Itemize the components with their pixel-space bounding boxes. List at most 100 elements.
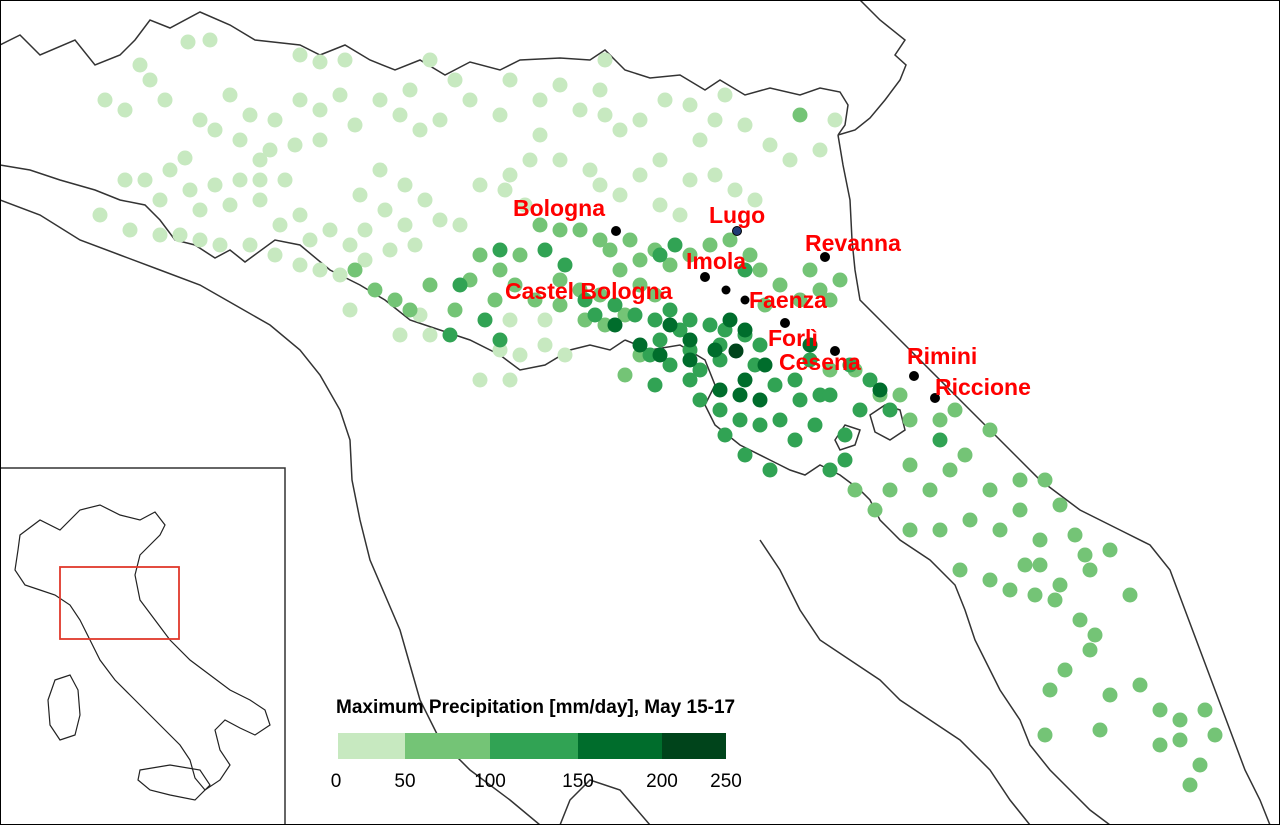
station-point bbox=[557, 257, 573, 273]
station-point bbox=[882, 402, 898, 418]
inset-map bbox=[0, 467, 286, 825]
station-point bbox=[267, 112, 283, 128]
station-point bbox=[1017, 557, 1033, 573]
station-point bbox=[377, 202, 393, 218]
station-point bbox=[822, 387, 838, 403]
station-point bbox=[352, 187, 368, 203]
station-point bbox=[712, 402, 728, 418]
station-point bbox=[92, 207, 108, 223]
station-point bbox=[192, 112, 208, 128]
station-point bbox=[447, 72, 463, 88]
station-point bbox=[472, 372, 488, 388]
station-point bbox=[792, 107, 808, 123]
station-point bbox=[392, 327, 408, 343]
station-point bbox=[752, 417, 768, 433]
station-point bbox=[1182, 777, 1198, 793]
station-point bbox=[392, 107, 408, 123]
station-point bbox=[787, 432, 803, 448]
station-point bbox=[192, 202, 208, 218]
station-point bbox=[982, 482, 998, 498]
station-point bbox=[662, 302, 678, 318]
city-label-revanna: Revanna bbox=[805, 230, 901, 256]
color-legend: Maximum Precipitation [mm/day], May 15-1… bbox=[331, 697, 742, 792]
station-point bbox=[347, 117, 363, 133]
station-point bbox=[752, 392, 768, 408]
station-point bbox=[722, 312, 738, 328]
station-point bbox=[802, 337, 818, 353]
station-point bbox=[182, 182, 198, 198]
station-point bbox=[737, 372, 753, 388]
station-point bbox=[682, 352, 698, 368]
legend-bin-0-50 bbox=[338, 733, 405, 759]
station-point bbox=[532, 217, 548, 233]
station-point bbox=[142, 72, 158, 88]
sicily-outline bbox=[137, 764, 211, 801]
station-point bbox=[962, 512, 978, 528]
station-point bbox=[607, 317, 623, 333]
station-point bbox=[277, 172, 293, 188]
station-point bbox=[422, 52, 438, 68]
legend-tick-0: 0 bbox=[331, 771, 342, 792]
station-point bbox=[872, 382, 888, 398]
station-point bbox=[1132, 677, 1148, 693]
station-point bbox=[692, 392, 708, 408]
station-point bbox=[1172, 732, 1188, 748]
station-point bbox=[422, 327, 438, 343]
station-point bbox=[452, 217, 468, 233]
station-point bbox=[957, 447, 973, 463]
station-point bbox=[577, 292, 593, 308]
station-point bbox=[122, 222, 138, 238]
station-point bbox=[602, 242, 618, 258]
station-point bbox=[272, 217, 288, 233]
station-point bbox=[552, 152, 568, 168]
station-point bbox=[397, 217, 413, 233]
station-point bbox=[357, 252, 373, 268]
station-point bbox=[837, 452, 853, 468]
station-point bbox=[632, 277, 648, 293]
station-point bbox=[532, 127, 548, 143]
city-label-riccione: Riccione bbox=[935, 374, 1031, 400]
city-marker-castel-bologna bbox=[721, 285, 731, 295]
station-point bbox=[657, 92, 673, 108]
station-point bbox=[1067, 527, 1083, 543]
station-point bbox=[442, 327, 458, 343]
station-point bbox=[1077, 547, 1093, 563]
station-point bbox=[382, 242, 398, 258]
station-point bbox=[822, 462, 838, 478]
station-point bbox=[1027, 587, 1043, 603]
station-point bbox=[337, 52, 353, 68]
station-point bbox=[682, 312, 698, 328]
station-point bbox=[222, 197, 238, 213]
legend-tick-150: 150 bbox=[562, 771, 594, 792]
station-point bbox=[537, 337, 553, 353]
station-point bbox=[692, 132, 708, 148]
station-point bbox=[312, 262, 328, 278]
station-point bbox=[537, 312, 553, 328]
station-point bbox=[432, 212, 448, 228]
station-point bbox=[552, 222, 568, 238]
station-point bbox=[747, 192, 763, 208]
station-point bbox=[502, 372, 518, 388]
station-point bbox=[632, 167, 648, 183]
station-point bbox=[702, 317, 718, 333]
station-point bbox=[212, 237, 228, 253]
city-marker-revanna bbox=[820, 252, 830, 262]
station-point bbox=[702, 237, 718, 253]
station-point bbox=[472, 247, 488, 263]
station-point bbox=[447, 302, 463, 318]
city-label-castel-bologna: Castel Bologna bbox=[505, 278, 673, 304]
station-point bbox=[1002, 582, 1018, 598]
station-point bbox=[242, 107, 258, 123]
station-point bbox=[612, 187, 628, 203]
station-point bbox=[597, 107, 613, 123]
sardinia-outline bbox=[47, 674, 81, 741]
station-point bbox=[287, 137, 303, 153]
station-point bbox=[672, 207, 688, 223]
station-point bbox=[1102, 542, 1118, 558]
station-point bbox=[592, 177, 608, 193]
station-point bbox=[822, 292, 838, 308]
station-point bbox=[752, 337, 768, 353]
station-point bbox=[192, 232, 208, 248]
station-point bbox=[762, 137, 778, 153]
